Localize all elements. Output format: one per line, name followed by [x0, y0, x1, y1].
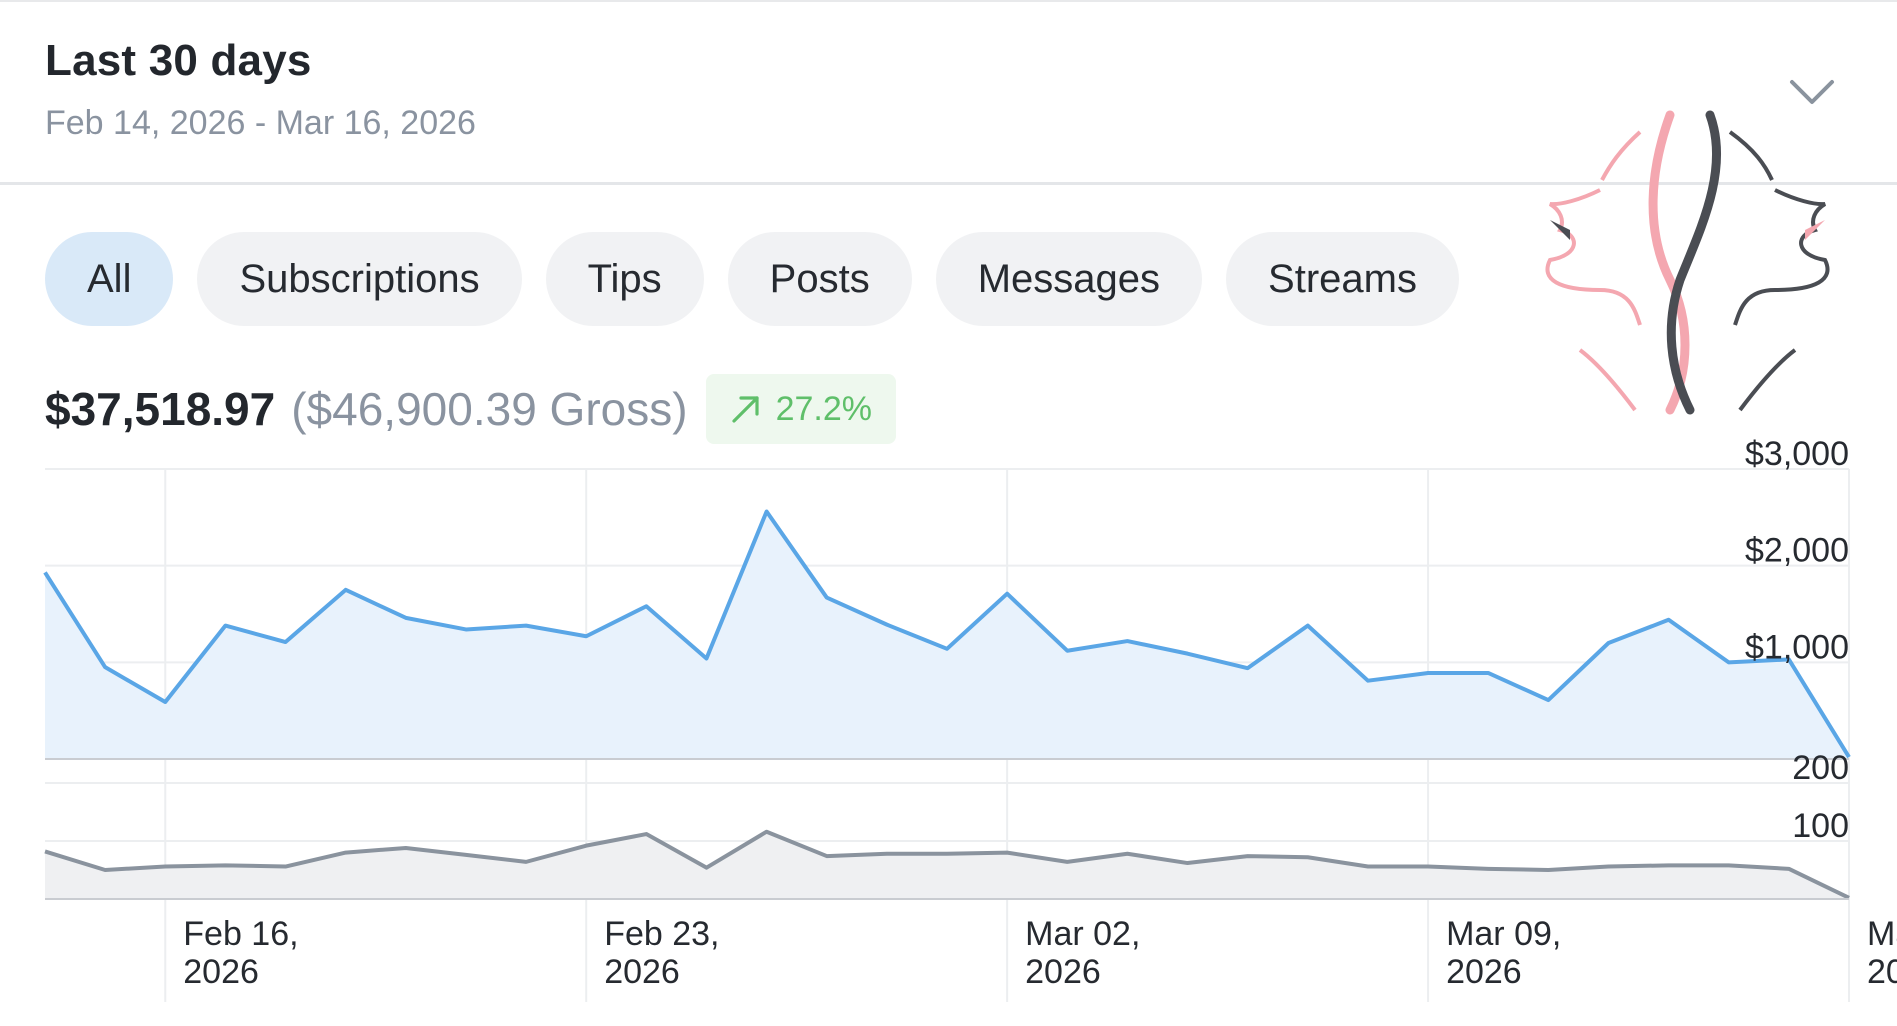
change-percent: 27.2%: [775, 389, 872, 428]
x-tick-label: Mar 16,: [1867, 915, 1897, 953]
tab-messages[interactable]: Messages: [935, 232, 1203, 326]
x-tick-label: 2026: [1025, 953, 1101, 991]
series-area: [45, 831, 1849, 899]
tab-label: Streams: [1268, 256, 1417, 301]
tab-label: Messages: [977, 256, 1161, 301]
series-line: [43, 509, 1851, 759]
period-range: Feb 14, 2026 - Mar 16, 2026: [45, 104, 476, 142]
series-area: [45, 511, 1849, 759]
x-tick-label: Mar 02,: [1025, 915, 1140, 953]
period-title: Last 30 days: [45, 36, 312, 85]
tab-label: Posts: [769, 256, 870, 301]
tab-streams[interactable]: Streams: [1226, 232, 1459, 326]
x-tick-label: 2026: [183, 953, 259, 991]
tab-all[interactable]: All: [45, 232, 174, 326]
x-tick-label: Mar 09,: [1446, 915, 1561, 953]
y-tick-label: 100: [1792, 807, 1849, 845]
chevron-down-icon[interactable]: [1788, 76, 1836, 108]
x-tick-label: 2026: [604, 953, 680, 991]
y-tick-label: $2,000: [1745, 532, 1849, 570]
tab-tips[interactable]: Tips: [545, 232, 704, 326]
brand-logo-image: [1545, 110, 1830, 415]
gross-earnings: ($46,900.39 Gross): [291, 383, 688, 435]
tab-subscriptions[interactable]: Subscriptions: [197, 232, 522, 326]
category-tabs: All Subscriptions Tips Posts Messages St…: [45, 232, 1459, 326]
earnings-summary: $37,518.97 ($46,900.39 Gross) 27.2%: [45, 374, 896, 444]
y-tick-label: $1,000: [1745, 628, 1849, 666]
x-tick-label: Feb 23,: [604, 915, 719, 953]
tab-posts[interactable]: Posts: [727, 232, 912, 326]
change-badge: 27.2%: [705, 374, 896, 444]
x-tick-label: Feb 16,: [183, 915, 298, 953]
period-header[interactable]: Last 30 days Feb 14, 2026 - Mar 16, 2026: [0, 2, 1897, 185]
x-tick-label: 2026: [1867, 953, 1897, 991]
tab-label: Subscriptions: [239, 256, 480, 301]
tab-label: All: [87, 256, 132, 301]
arrow-up-right-icon: [731, 396, 759, 423]
x-tick-label: 2026: [1446, 953, 1522, 991]
y-tick-label: $3,000: [1745, 435, 1849, 473]
series-line: [44, 829, 1850, 900]
y-tick-label: 200: [1792, 749, 1849, 787]
tab-label: Tips: [587, 256, 662, 301]
net-earnings: $37,518.97: [45, 383, 276, 435]
